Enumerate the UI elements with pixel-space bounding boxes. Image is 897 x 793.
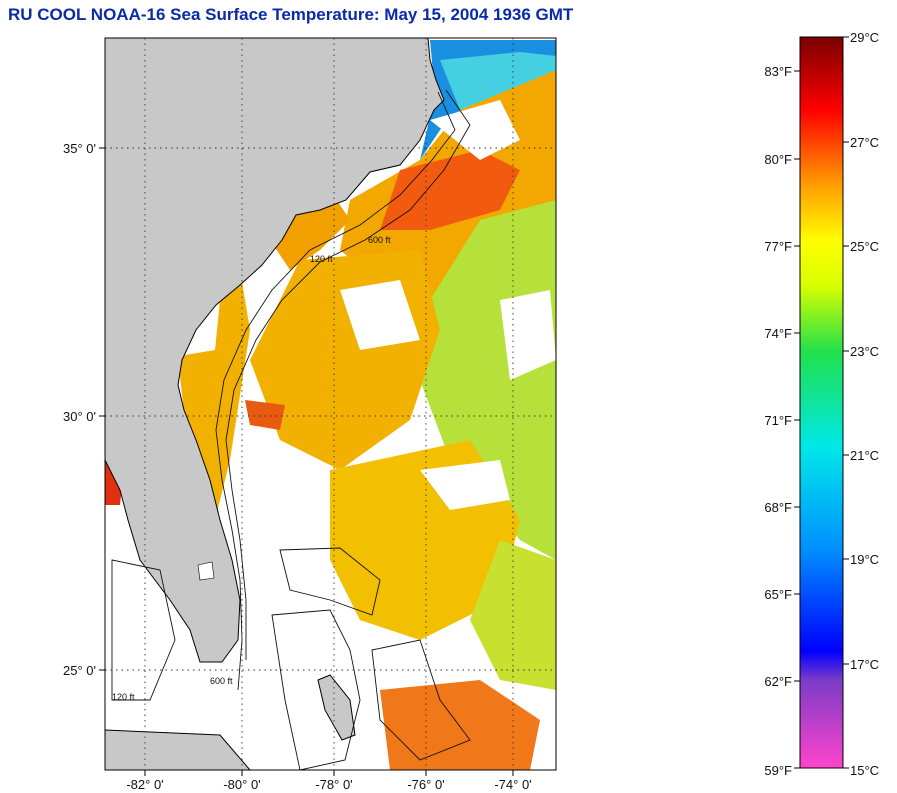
map-plot: 600 ft 120 ft 600 ft 120 ft <box>105 38 556 770</box>
fahrenheit-label-65: 65°F <box>764 587 792 602</box>
land <box>105 38 445 770</box>
celsius-label-27: 27°C <box>850 135 879 150</box>
celsius-label-25: 25°C <box>850 239 879 254</box>
cloud-gap <box>430 100 520 160</box>
fahrenheit-label-59: 59°F <box>764 763 792 778</box>
fahrenheit-label-71: 71°F <box>764 413 792 428</box>
celsius-label-17: 17°C <box>850 657 879 672</box>
lat-label-35: 35° 0' <box>63 141 96 156</box>
hot-patch-south <box>380 680 540 770</box>
lon-label-78: -78° 0' <box>315 777 352 792</box>
celsius-label-29: 29°C <box>850 30 879 45</box>
celsius-label-19: 19°C <box>850 552 879 567</box>
celsius-label-15: 15°C <box>850 763 879 778</box>
contour-label-120ft-south: 120 ft <box>112 692 135 702</box>
contour-label-120ft: 120 ft <box>310 254 333 264</box>
fahrenheit-label-77: 77°F <box>764 239 792 254</box>
map-title: RU COOL NOAA-16 Sea Surface Temperature:… <box>8 5 574 24</box>
us-mainland <box>105 38 445 663</box>
lat-label-25: 25° 0' <box>63 663 96 678</box>
fahrenheit-label-68: 68°F <box>764 500 792 515</box>
lon-label-82: -82° 0' <box>126 777 163 792</box>
graticule <box>105 38 556 770</box>
lake-okeechobee <box>197 561 215 581</box>
lon-label-80: -80° 0' <box>223 777 260 792</box>
fahrenheit-label-83: 83°F <box>764 64 792 79</box>
celsius-label-21: 21°C <box>850 448 879 463</box>
andros-island <box>317 674 356 741</box>
axis-ticks <box>99 147 514 776</box>
celsius-label-23: 23°C <box>850 344 879 359</box>
cool-water-patch-2 <box>440 52 556 110</box>
fahrenheit-label-80: 80°F <box>764 152 792 167</box>
cloud-gap-4 <box>420 460 510 510</box>
bathymetry-contours <box>111 89 471 770</box>
cool-patch-east <box>420 200 556 560</box>
lon-label-74: -74° 0' <box>494 777 531 792</box>
cuba <box>105 729 251 770</box>
contour-label-600ft-south: 600 ft <box>210 676 233 686</box>
map-frame <box>104 37 557 771</box>
hot-patch-north <box>380 150 520 230</box>
contour-label-600ft: 600 ft <box>368 235 391 245</box>
colorbar-ticks <box>794 36 849 769</box>
fahrenheit-label-62: 62°F <box>764 674 792 689</box>
lat-label-30: 30° 0' <box>63 409 96 424</box>
cool-patch-southeast <box>470 540 556 690</box>
cloud-gap-3 <box>500 290 556 380</box>
lon-label-76: -76° 0' <box>407 777 444 792</box>
colorbar <box>799 36 844 769</box>
hot-spot-central <box>245 400 285 430</box>
fahrenheit-label-74: 74°F <box>764 326 792 341</box>
cloud-gap-2 <box>340 280 420 350</box>
